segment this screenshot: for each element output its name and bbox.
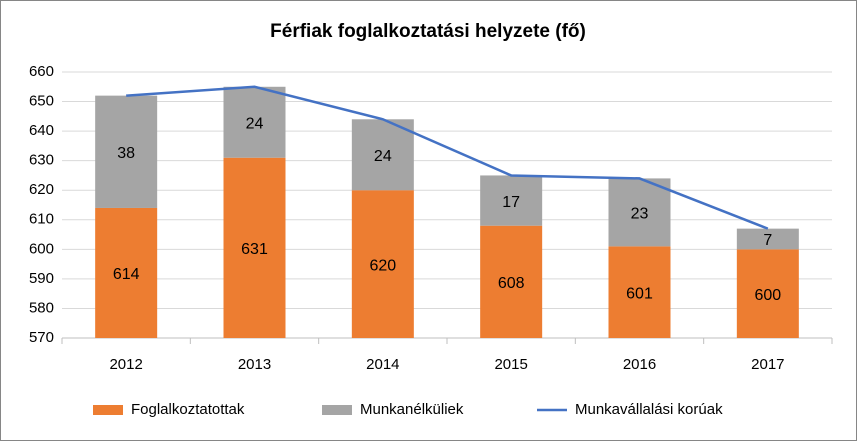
data-label: 614	[113, 266, 140, 283]
chart-title: Férfiak foglalkoztatási helyzete (fő)	[270, 21, 586, 42]
bar	[736, 249, 799, 338]
bar	[351, 119, 414, 191]
bar	[223, 86, 286, 158]
legend-swatch	[93, 405, 123, 415]
legend-swatch	[322, 405, 352, 415]
data-label: 23	[631, 206, 649, 223]
y-tick-label: 570	[29, 329, 54, 346]
bar	[480, 225, 543, 338]
data-label: 620	[369, 257, 396, 274]
y-tick-label: 640	[29, 122, 54, 139]
x-tick-label: 2013	[238, 356, 271, 373]
legend-label: Munkanélküliek	[360, 401, 464, 418]
y-tick-label: 650	[29, 93, 54, 110]
y-tick-label: 660	[29, 63, 54, 80]
x-tick-label: 2017	[751, 356, 784, 373]
legend-label: Munkavállalási korúak	[575, 401, 723, 418]
data-label: 24	[374, 148, 392, 165]
y-tick-label: 590	[29, 270, 54, 287]
x-tick-label: 2016	[623, 356, 656, 373]
y-tick-label: 580	[29, 299, 54, 316]
bar	[95, 207, 158, 338]
x-tick-label: 2015	[494, 356, 527, 373]
x-tick-label: 2012	[109, 356, 142, 373]
y-tick-label: 620	[29, 181, 54, 198]
data-label: 631	[241, 241, 268, 258]
data-label: 608	[498, 275, 525, 292]
bar	[608, 178, 671, 247]
line	[126, 85, 769, 230]
bar	[95, 95, 158, 208]
legend-label: Foglalkoztatottak	[131, 401, 245, 418]
data-label: 17	[502, 194, 520, 211]
data-label: 24	[246, 115, 264, 132]
bar	[223, 157, 286, 338]
y-tick-label: 630	[29, 152, 54, 169]
bar	[351, 190, 414, 338]
data-label: 38	[117, 145, 135, 162]
y-tick-label: 610	[29, 211, 54, 228]
bar	[736, 228, 799, 250]
data-label: 601	[626, 285, 653, 302]
y-tick-label: 600	[29, 240, 54, 257]
bar	[480, 175, 543, 226]
bar	[608, 246, 671, 338]
x-tick-label: 2014	[366, 356, 399, 373]
data-label: 600	[754, 287, 781, 304]
data-label: 7	[763, 232, 772, 249]
